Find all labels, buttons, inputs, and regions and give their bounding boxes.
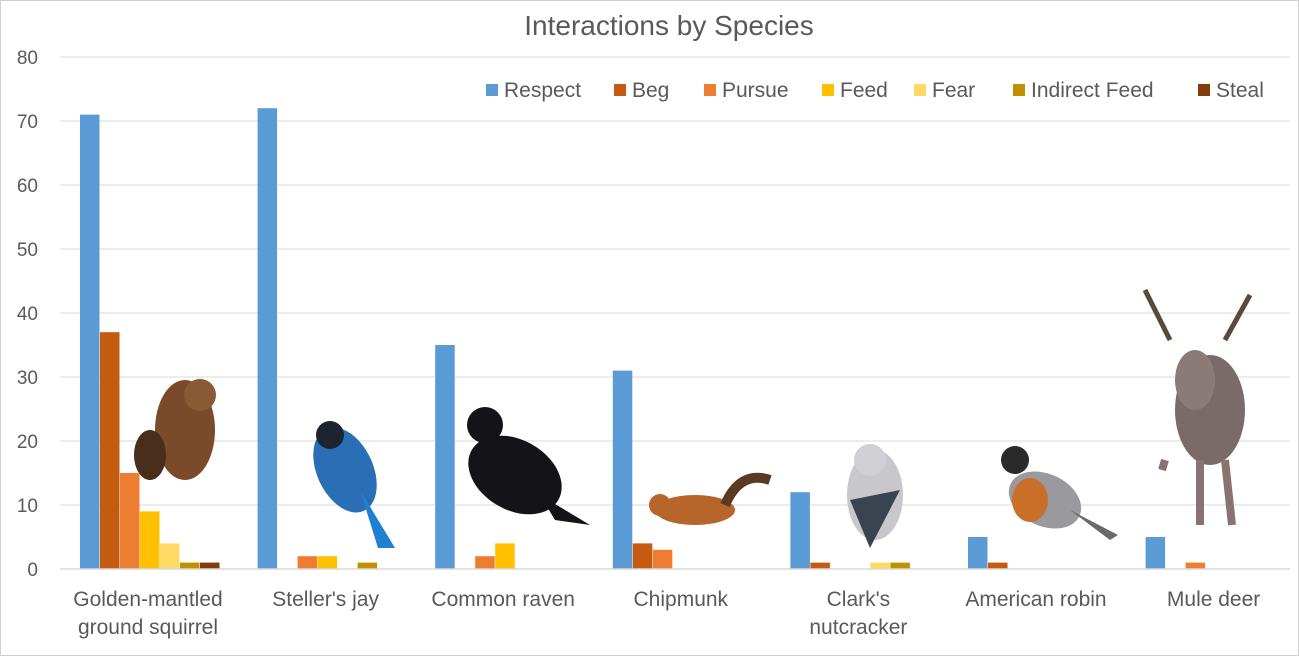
y-tick-label: 30 (17, 368, 38, 389)
bar-respect (790, 492, 810, 569)
raven-image (467, 407, 590, 525)
bar-respect (257, 108, 278, 569)
legend-swatch (1013, 84, 1025, 96)
legend-item-indirect-feed: Indirect Feed (1013, 79, 1154, 102)
legend: Respect Beg Pursue Feed Fear Indirect Feed Ste… (486, 79, 1264, 102)
bar-feed (317, 556, 338, 569)
animal-illustrations (134, 288, 1253, 548)
bar-feed (495, 543, 515, 569)
bar-respect (80, 114, 100, 569)
legend-label: Pursue (722, 79, 789, 102)
bar-steal (200, 562, 220, 569)
y-tick-label: 40 (17, 304, 38, 325)
legend-swatch (614, 84, 626, 96)
legend-label: Indirect Feed (1031, 79, 1154, 102)
x-category-label: Mule deer (1167, 588, 1260, 611)
y-tick-label: 50 (17, 240, 38, 261)
legend-swatch (486, 84, 498, 96)
y-tick-label: 60 (17, 176, 38, 197)
legend-item-pursue: Pursue (704, 79, 789, 102)
chart-title: Interactions by Species (524, 10, 814, 41)
bar-pursue (1185, 562, 1206, 569)
bar-respect (968, 537, 988, 569)
clarks-nutcracker-image (847, 444, 903, 548)
x-category-label: Common raven (431, 588, 575, 611)
bar-pursue (652, 549, 673, 569)
legend-label: Feed (840, 79, 888, 102)
bar-indirect-feed (180, 562, 200, 569)
legend-item-feed: Feed (822, 79, 888, 102)
legend-item-fear: Fear (914, 79, 975, 102)
legend-label: Respect (504, 79, 581, 102)
y-tick-label: 70 (17, 112, 38, 133)
legend-label: Fear (932, 79, 975, 102)
legend-label: Beg (632, 79, 669, 102)
legend-swatch (914, 84, 926, 96)
chipmunk-image (649, 472, 772, 525)
mule-deer-image (1142, 288, 1253, 526)
squirrel-image (134, 379, 216, 480)
bar-respect (1145, 537, 1166, 569)
american-robin-image (1001, 446, 1118, 540)
stellers-jay-image (313, 421, 395, 548)
bar-pursue (475, 556, 495, 569)
bar-fear (870, 562, 890, 569)
bar-pursue (120, 473, 140, 569)
legend-item-beg: Beg (614, 79, 669, 102)
y-tick-label: 0 (27, 560, 38, 581)
bar-beg (632, 543, 653, 569)
x-category-label: Steller's jay (272, 588, 379, 611)
x-category-label: American robin (965, 588, 1106, 611)
y-tick-label: 20 (17, 432, 38, 453)
bar-beg (810, 562, 830, 569)
legend-label: Steal (1216, 79, 1264, 102)
bar-beg (100, 332, 120, 569)
bar-indirect-feed (890, 562, 910, 569)
x-category-label: nutcracker (809, 616, 907, 639)
bar-beg (988, 562, 1008, 569)
legend-item-steal: Steal (1198, 79, 1264, 102)
x-category-label: Clark's (827, 588, 891, 611)
y-tick-label: 10 (17, 496, 38, 517)
x-category-label: Golden-mantled (73, 588, 222, 611)
bar-pursue (297, 556, 318, 569)
bar-indirect-feed (357, 562, 378, 569)
y-tick-label: 80 (17, 48, 38, 69)
bar-respect (612, 370, 633, 569)
legend-swatch (1198, 84, 1210, 96)
x-category-label: Chipmunk (634, 588, 729, 611)
legend-swatch (822, 84, 834, 96)
legend-item-respect: Respect (486, 79, 581, 102)
legend-swatch (704, 84, 716, 96)
x-category-label: ground squirrel (78, 616, 218, 639)
bar-fear (160, 543, 180, 569)
bar-feed (140, 511, 160, 569)
bar-respect (435, 345, 455, 569)
